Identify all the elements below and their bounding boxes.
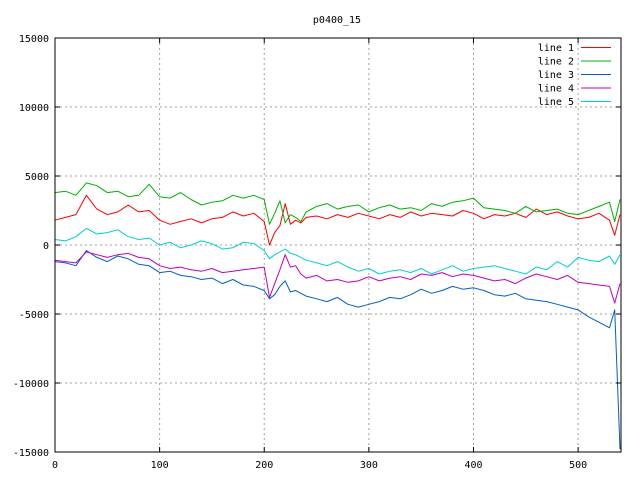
legend-label-5: line 5 [538, 97, 574, 108]
tick-marks [54, 37, 621, 453]
x-tick-label: 300 [360, 460, 378, 471]
x-tick-label: 100 [151, 460, 169, 471]
y-tick-label: 5000 [25, 172, 49, 183]
legend-label-2: line 2 [538, 57, 574, 68]
chart-title: p0400_15 [313, 15, 361, 26]
legend-label-1: line 1 [538, 43, 574, 54]
legend: line 1 line 2 line 3 line 4 line 5 [538, 43, 611, 108]
y-tick-label: -5000 [19, 310, 49, 321]
series-line-2 [54, 182, 621, 225]
legend-label-4: line 4 [538, 84, 574, 95]
series-line-4 [54, 251, 621, 304]
tick-labels: 0 100 200 300 400 500 -15000 -10000 -5000 0 5000 10… [13, 34, 587, 471]
x-tick-label: 0 [52, 460, 58, 471]
y-tick-label: 15000 [19, 34, 49, 45]
series-line-3 [54, 250, 621, 450]
series-line-5 [54, 227, 621, 275]
y-tick-label: -10000 [13, 379, 49, 390]
legend-label-3: line 3 [538, 70, 574, 81]
x-tick-label: 400 [464, 460, 482, 471]
series-lines [54, 182, 621, 450]
grid [55, 38, 621, 452]
series-line-1 [54, 194, 621, 246]
y-tick-label: 0 [43, 241, 49, 252]
x-tick-label: 200 [255, 460, 273, 471]
y-tick-label: 10000 [19, 103, 49, 114]
x-tick-label: 500 [569, 460, 587, 471]
y-tick-label: -15000 [13, 448, 49, 459]
